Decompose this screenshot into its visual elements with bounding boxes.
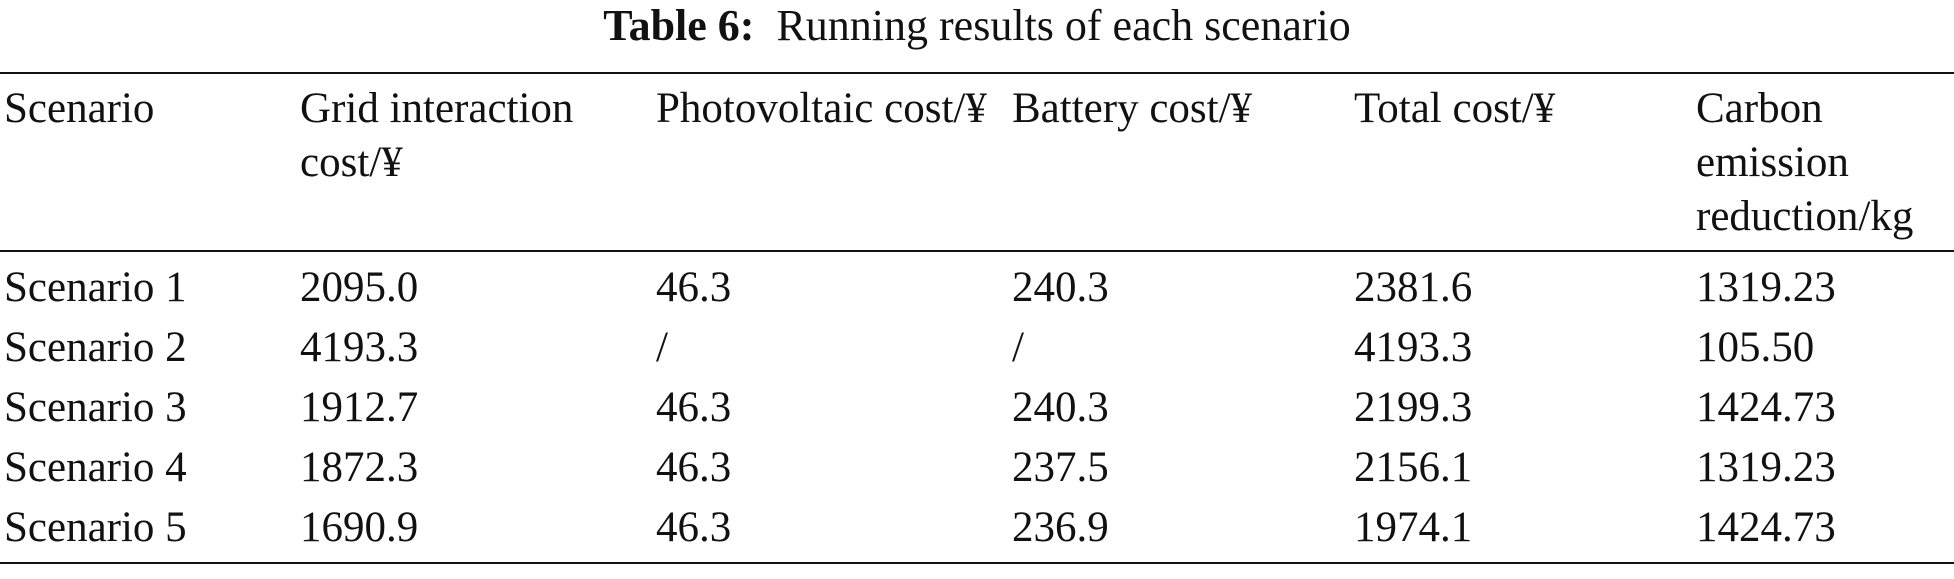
table-caption: Table 6: Running results of each scenari… [0, 0, 1954, 52]
cell-carbon-reduction: 1319.23 [1696, 264, 1836, 311]
table-row: Scenario 3 1912.7 46.3 240.3 2199.3 1424… [0, 378, 1954, 438]
header-photovoltaic-cost: Photovoltaic cost/¥ [656, 85, 987, 132]
cell-grid-cost: 1872.3 [300, 444, 419, 491]
cell-pv-cost: 46.3 [656, 444, 732, 491]
cell-total-cost: 2156.1 [1354, 444, 1473, 491]
table-caption-text: Running results of each scenario [776, 1, 1351, 50]
cell-pv-cost: / [656, 324, 668, 371]
cell-carbon-reduction: 1424.73 [1696, 384, 1836, 431]
results-table: Scenario Grid interaction cost/¥ Photovo… [0, 72, 1954, 564]
cell-scenario: Scenario 1 [4, 264, 187, 311]
cell-total-cost: 2381.6 [1354, 264, 1473, 311]
table-row: Scenario 2 4193.3 / / 4193.3 105.50 [0, 318, 1954, 378]
cell-pv-cost: 46.3 [656, 264, 732, 311]
cell-pv-cost: 46.3 [656, 504, 732, 551]
cell-grid-cost: 1912.7 [300, 384, 419, 431]
header-grid-interaction-cost: Grid interaction cost/¥ [300, 85, 574, 186]
table-row: Scenario 1 2095.0 46.3 240.3 2381.6 1319… [0, 251, 1954, 318]
cell-scenario: Scenario 5 [4, 504, 187, 551]
cell-total-cost: 1974.1 [1354, 504, 1473, 551]
table-row: Scenario 4 1872.3 46.3 237.5 2156.1 1319… [0, 438, 1954, 498]
cell-battery-cost: 240.3 [1012, 264, 1109, 311]
cell-carbon-reduction: 1424.73 [1696, 504, 1836, 551]
cell-battery-cost: 236.9 [1012, 504, 1109, 551]
cell-scenario: Scenario 2 [4, 324, 187, 371]
cell-grid-cost: 4193.3 [300, 324, 419, 371]
cell-total-cost: 2199.3 [1354, 384, 1473, 431]
cell-battery-cost: 237.5 [1012, 444, 1109, 491]
cell-pv-cost: 46.3 [656, 384, 732, 431]
header-total-cost: Total cost/¥ [1354, 85, 1556, 132]
header-battery-cost: Battery cost/¥ [1012, 85, 1253, 132]
header-carbon-emission-reduction: Carbon emission reduction/kg [1696, 85, 1914, 240]
table-caption-label: Table 6: [603, 1, 755, 50]
cell-scenario: Scenario 3 [4, 384, 187, 431]
header-scenario: Scenario [4, 85, 155, 132]
table-header-row: Scenario Grid interaction cost/¥ Photovo… [0, 73, 1954, 251]
cell-grid-cost: 2095.0 [300, 264, 419, 311]
cell-grid-cost: 1690.9 [300, 504, 419, 551]
cell-total-cost: 4193.3 [1354, 324, 1473, 371]
cell-battery-cost: / [1012, 324, 1024, 371]
cell-scenario: Scenario 4 [4, 444, 187, 491]
cell-carbon-reduction: 105.50 [1696, 324, 1815, 371]
cell-carbon-reduction: 1319.23 [1696, 444, 1836, 491]
cell-battery-cost: 240.3 [1012, 384, 1109, 431]
table-row: Scenario 5 1690.9 46.3 236.9 1974.1 1424… [0, 498, 1954, 563]
